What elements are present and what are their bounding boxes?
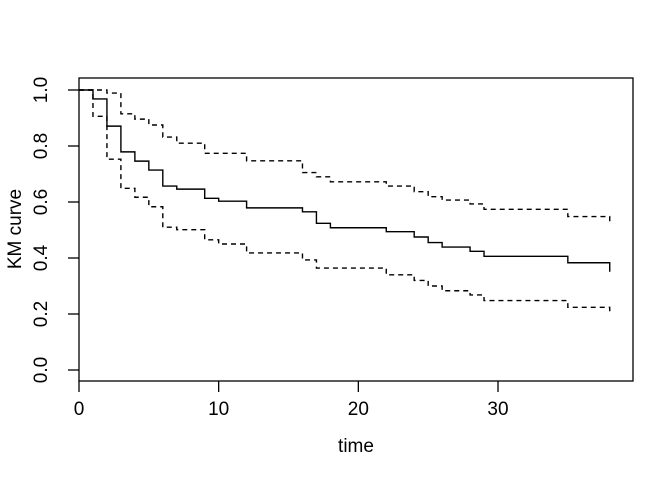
y-tick-label: 0.6: [31, 189, 52, 215]
y-tick-label: 1.0: [31, 77, 52, 103]
lower-confidence-band-curve: [79, 89, 611, 313]
y-tick-label: 0.4: [31, 244, 52, 271]
y-tick-label: 0.8: [31, 133, 52, 159]
x-axis-ticks: 0 10 20 30: [74, 381, 509, 420]
x-tick-label: 10: [208, 399, 229, 420]
x-tick-label: 20: [348, 399, 369, 420]
plot-border-box: [78, 77, 634, 382]
y-tick-label: 0.2: [31, 301, 52, 327]
upper-confidence-band-curve: [79, 89, 611, 225]
y-axis-label: KM curve: [5, 189, 26, 269]
x-tick-label: 0: [74, 399, 85, 420]
km-curves-group: [79, 89, 611, 313]
y-axis-ticks: 0.0 0.2 0.4 0.6 0.8 1.0: [31, 77, 79, 383]
x-axis-label: time: [338, 436, 374, 457]
y-tick-label: 0.0: [31, 357, 52, 383]
x-tick-label: 30: [487, 399, 508, 420]
km-estimate-curve: [79, 89, 611, 272]
